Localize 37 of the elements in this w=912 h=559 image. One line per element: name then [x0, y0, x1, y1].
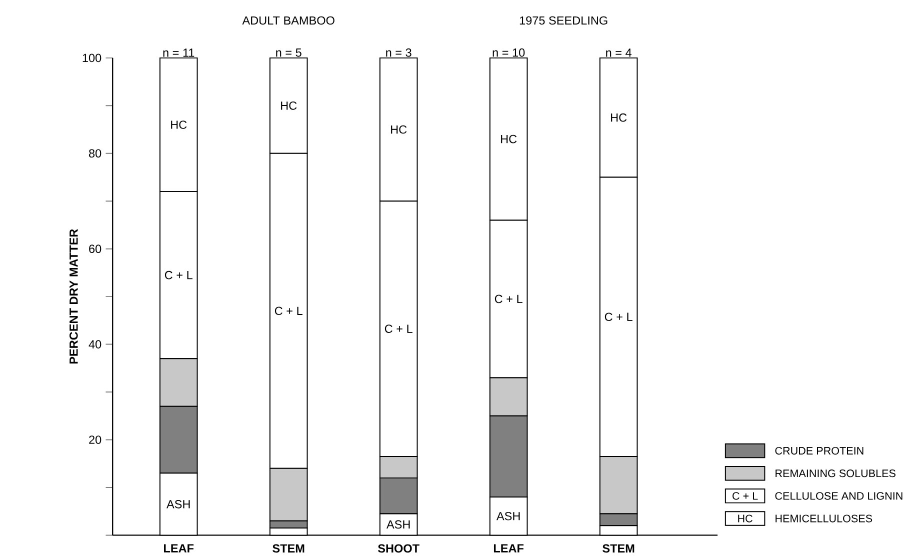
y-tick-label: 60 — [89, 244, 102, 254]
data-label: C + L — [164, 271, 192, 280]
y-tick-label: 80 — [89, 149, 102, 158]
legend-label: CELLULOSE AND LIGNIN — [775, 492, 902, 500]
text: n = 4 — [606, 48, 632, 57]
text: C + L — [732, 492, 758, 500]
data-label: ASH — [496, 512, 520, 520]
data-label: C + L — [494, 294, 522, 304]
y-tick-label: 20 — [89, 436, 102, 444]
text: n = 10 — [492, 48, 525, 57]
text: n = 5 — [276, 48, 302, 57]
text: n = 11 — [163, 48, 194, 57]
y-tick-label: 40 — [88, 340, 102, 349]
data-label: ASH — [166, 500, 190, 508]
legend-label: REMAINING SOLUBLES — [776, 470, 896, 478]
text: ADULT BAMBOO — [242, 16, 334, 25]
x-tick-label: STEM — [272, 544, 304, 553]
data-label: HC — [501, 135, 517, 144]
text: HC — [738, 514, 752, 522]
x-tick-label: LEAF — [164, 544, 194, 552]
x-tick-label: LEAF — [494, 544, 524, 552]
data-label: HC — [611, 114, 627, 122]
data-label: C + L — [274, 306, 302, 316]
text: n = 3 — [386, 48, 412, 57]
x-tick-label: STEM — [602, 544, 634, 553]
legend-label: HEMICELLULOSES — [776, 514, 872, 522]
y-axis-title: PERCENT DRY MATTER — [69, 229, 78, 364]
data-label: HC — [391, 125, 407, 134]
legend-label: CRUDE PROTEIN — [775, 447, 864, 455]
data-label: C + L — [604, 312, 632, 322]
data-label: HC — [281, 102, 297, 110]
data-label: ASH — [386, 520, 410, 529]
y-tick-label: 100 — [82, 54, 102, 62]
x-tick-label: SHOOT — [378, 544, 420, 553]
text: 1975 SEEDLING — [520, 16, 608, 25]
data-label: C + L — [384, 324, 412, 334]
data-label: HC — [171, 120, 187, 130]
